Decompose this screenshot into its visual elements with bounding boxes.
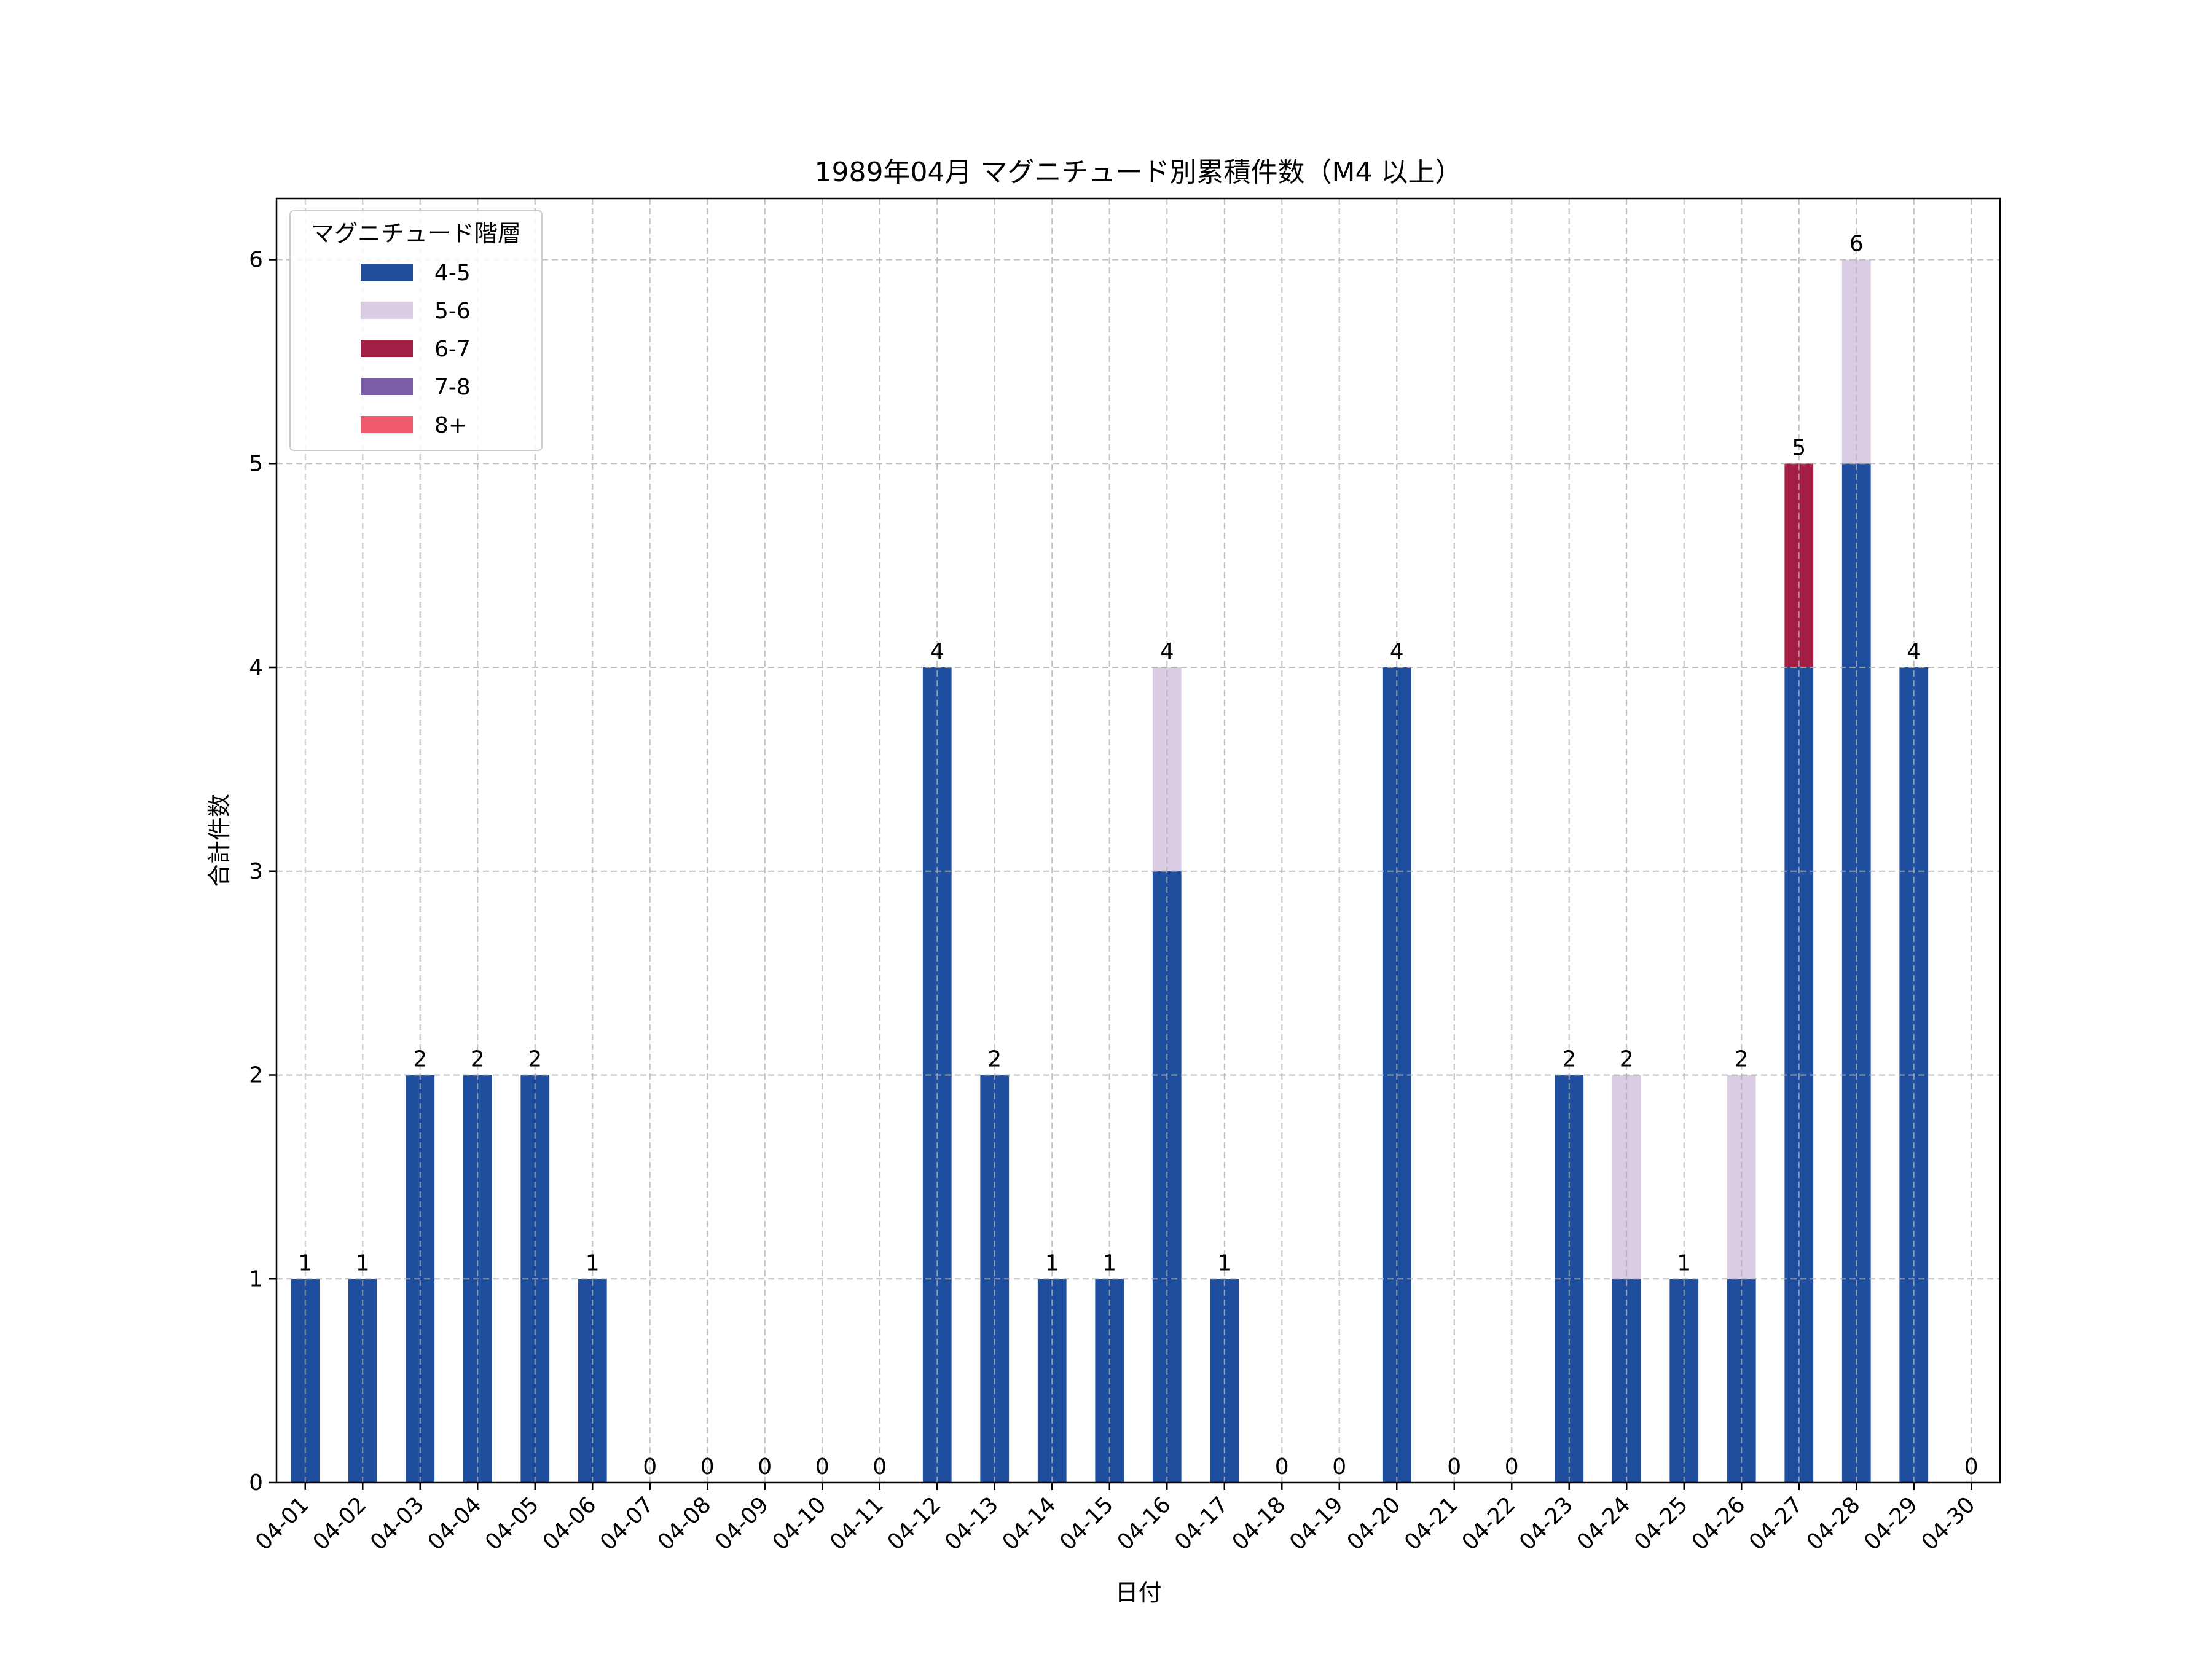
bar-total-label: 0 (1505, 1454, 1519, 1480)
y-tick-label: 0 (249, 1470, 263, 1496)
bar-total-label: 0 (873, 1454, 887, 1480)
bar-total-label: 1 (298, 1250, 312, 1276)
legend-label-6-7: 6-7 (434, 337, 471, 362)
legend-items: 4-5 5-6 6-7 7-8 8+ (361, 261, 471, 438)
bar-total-label: 1 (356, 1250, 370, 1276)
y-axis-label: 合計件数 (206, 794, 233, 887)
bar-total-label: 0 (1964, 1454, 1979, 1480)
legend-swatch-7-8 (361, 378, 413, 395)
bar-total-label: 2 (987, 1047, 1002, 1072)
bar-total-label: 4 (1160, 639, 1174, 664)
legend-label-4-5: 4-5 (434, 261, 471, 286)
bar-total-label: 2 (1562, 1047, 1576, 1072)
y-tick-label: 2 (249, 1063, 263, 1088)
legend-swatch-5-6 (361, 302, 413, 319)
legend-swatch-4-5 (361, 264, 413, 281)
legend-box (289, 210, 543, 451)
bar-total-label: 5 (1792, 435, 1806, 460)
bar-total-label: 1 (586, 1250, 600, 1276)
legend-title: マグニチュード階層 (311, 220, 521, 247)
legend: マグニチュード階層 4-5 5-6 6-7 7-8 8+ (289, 210, 543, 451)
bar-total-label: 6 (1849, 232, 1864, 257)
bar-total-label: 0 (1332, 1454, 1346, 1480)
bar-total-label: 2 (1735, 1047, 1749, 1072)
plot-frame (275, 197, 2001, 1484)
y-tick-label: 4 (249, 655, 263, 680)
bar-total-label: 1 (1217, 1250, 1231, 1276)
legend-label-7-8: 7-8 (434, 375, 471, 400)
bar-total-label: 1 (1045, 1250, 1059, 1276)
y-tick-label: 3 (249, 859, 263, 884)
bar-total-label: 2 (471, 1047, 485, 1072)
bar-total-label: 0 (758, 1454, 772, 1480)
bar-total-label: 0 (643, 1454, 657, 1480)
legend-swatch-8+ (361, 416, 413, 433)
bar-total-label: 1 (1102, 1250, 1116, 1276)
bar-labels-layer: 1 1 2 2 2 1 0 0 0 0 0 4 2 1 1 4 1 0 0 4 0 0 2 2 1 2 5 6 4 0 (298, 232, 1978, 1480)
y-axis: 0 1 2 3 4 5 6 (249, 248, 276, 1496)
legend-label-5-6: 5-6 (434, 299, 471, 324)
legend-label-8+: 8+ (434, 413, 467, 438)
bar-total-label: 0 (700, 1454, 715, 1480)
bar-total-label: 2 (413, 1047, 427, 1072)
bar-total-label: 4 (930, 639, 944, 664)
bar-total-label: 0 (1447, 1454, 1461, 1480)
y-tick-label: 1 (249, 1266, 263, 1292)
chart-title: 1989年04月 マグニチュード別累積件数（M4 以上） (815, 157, 1462, 188)
y-tick-label: 5 (249, 451, 263, 476)
y-tick-label: 6 (249, 248, 263, 273)
bar-total-label: 4 (1390, 639, 1404, 664)
bar-total-label: 2 (528, 1047, 542, 1072)
bar-total-label: 0 (1275, 1454, 1289, 1480)
bar-total-label: 2 (1620, 1047, 1634, 1072)
bar-total-label: 4 (1907, 639, 1921, 664)
grid-layer (276, 198, 2000, 1483)
bar-total-label: 1 (1677, 1250, 1691, 1276)
bar-total-label: 0 (815, 1454, 830, 1480)
x-axis-label: 日付 (1115, 1579, 1161, 1606)
legend-swatch-6-7 (361, 340, 413, 357)
